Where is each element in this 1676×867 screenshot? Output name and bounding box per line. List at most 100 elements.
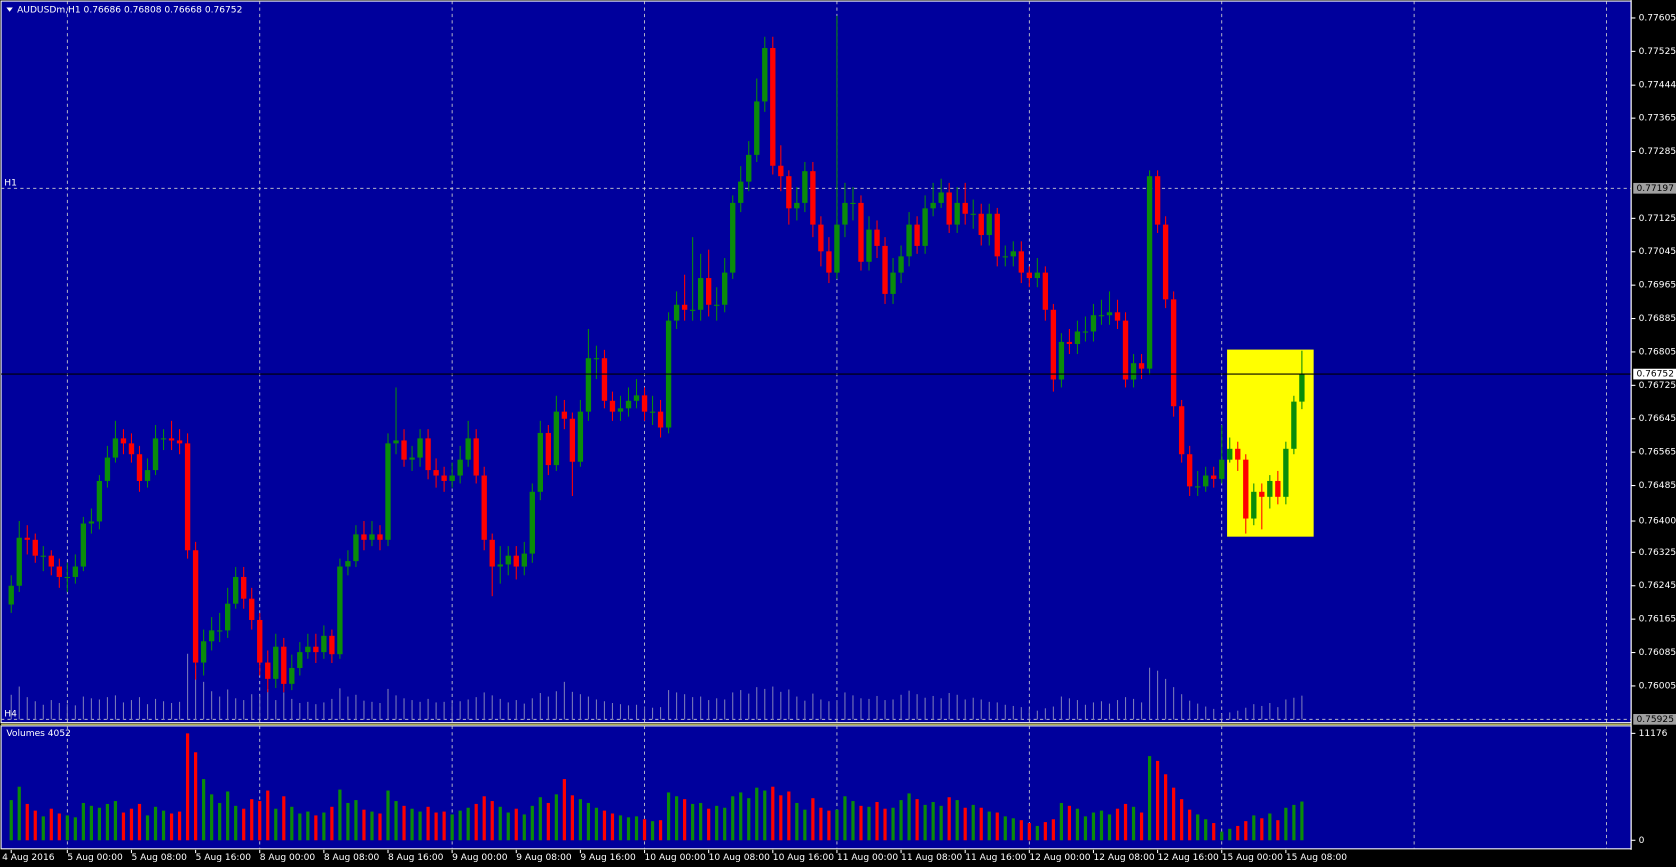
volume-bar (634, 816, 639, 841)
current-price-box (1633, 368, 1676, 380)
y-tick-label: 0.76805 (1639, 347, 1676, 357)
x-tick-label: 10 Aug 16:00 (773, 853, 834, 863)
candle-body (112, 438, 119, 458)
candle-body (1138, 363, 1145, 369)
candle-body (1243, 459, 1249, 519)
candle-body (641, 395, 648, 412)
candle-body (273, 646, 279, 679)
candle-body (1291, 401, 1297, 449)
volume-bar (1123, 803, 1128, 841)
volume-bar (394, 801, 398, 841)
volume-bar (1204, 819, 1208, 841)
candle-body (233, 576, 239, 604)
candle-body (1026, 272, 1033, 279)
candle-body (697, 278, 704, 310)
volume-bar (1212, 823, 1216, 841)
volume-bar (1164, 774, 1168, 841)
volume-bar (963, 807, 967, 841)
candle-body (922, 208, 928, 246)
volume-bar (49, 808, 53, 841)
candle-body (1178, 406, 1185, 455)
volume-bar (771, 786, 775, 841)
volume-bar (739, 792, 743, 841)
volume-bar (418, 811, 422, 841)
volume-bar (474, 803, 478, 841)
candle-body (321, 635, 327, 653)
volume-bar (1131, 806, 1136, 841)
volume-bar (851, 801, 855, 841)
candle-body (930, 202, 936, 209)
volume-bar (1292, 804, 1296, 841)
y-tick-label: 0.76085 (1639, 648, 1676, 658)
volume-bar (1003, 816, 1007, 841)
candle-body (1034, 272, 1041, 279)
candle-body (978, 213, 984, 236)
candle-body (224, 603, 231, 631)
candle-body (457, 459, 463, 476)
volume-bar (666, 792, 671, 841)
volume-bar (987, 811, 991, 841)
candle-body (56, 566, 62, 577)
volume-bar (234, 805, 238, 841)
volume-bar (129, 808, 134, 841)
x-tick-label: 12 Aug 16:00 (1158, 853, 1219, 863)
candle-body (962, 202, 968, 214)
y-tick-label: 0.76485 (1639, 481, 1676, 491)
y-tick-label: 0.77045 (1639, 247, 1676, 257)
level-price: 0.75925 (1636, 715, 1674, 725)
volume-bar (1019, 820, 1023, 841)
volume-bar (546, 802, 550, 841)
candle-body (433, 470, 439, 476)
candle-body (369, 534, 375, 540)
y-tick-label: 0.76965 (1639, 281, 1676, 291)
x-tick-label: 11 Aug 08:00 (901, 853, 962, 863)
volume-bar (618, 815, 623, 841)
candle-body (289, 667, 295, 684)
volume-bar (434, 812, 438, 841)
price-panel (0, 0, 1632, 724)
candle-body (970, 213, 976, 215)
candle-body (1170, 299, 1177, 407)
candle-body (906, 224, 912, 257)
candle-body (313, 646, 319, 653)
volume-bar (306, 811, 310, 841)
candle-body (986, 213, 992, 236)
volume-bar (1155, 760, 1160, 841)
volume-bar (210, 794, 214, 841)
volume-bar (25, 803, 29, 841)
candle-body (176, 440, 183, 444)
candle-body (144, 470, 151, 481)
candle-body (689, 309, 696, 311)
volume-bar (1188, 809, 1192, 841)
candle-body (281, 646, 287, 684)
y-tick-label: 0.76165 (1639, 615, 1676, 625)
candle-body (1146, 176, 1153, 369)
candle-body (609, 400, 616, 412)
candle-body (730, 202, 736, 273)
y-tick-label: 0.76245 (1639, 581, 1676, 591)
candle-body (40, 555, 46, 557)
candle-body (1106, 312, 1113, 316)
candle-body (249, 598, 255, 620)
candle-body (770, 48, 776, 166)
candle-body (329, 635, 335, 655)
candle-body (1251, 491, 1257, 519)
x-tick-label: 12 Aug 00:00 (1029, 853, 1090, 863)
candle-body (128, 443, 135, 455)
candle-body (96, 480, 103, 522)
candle-body (1050, 309, 1057, 380)
volume-bar (907, 793, 911, 841)
candle-body (866, 229, 872, 262)
candle-body (160, 438, 167, 440)
volume-bar (145, 815, 150, 841)
candle-body (385, 443, 391, 540)
level-name: H1 (4, 178, 17, 188)
volume-bar (466, 807, 470, 841)
candle-body (705, 278, 712, 305)
candle-body (1130, 363, 1137, 380)
volume-title: Volumes 4052 (6, 729, 70, 739)
candle-body (529, 491, 535, 554)
volume-bar (1260, 818, 1264, 841)
volume-bar (947, 797, 951, 841)
volume-bar (482, 796, 486, 841)
